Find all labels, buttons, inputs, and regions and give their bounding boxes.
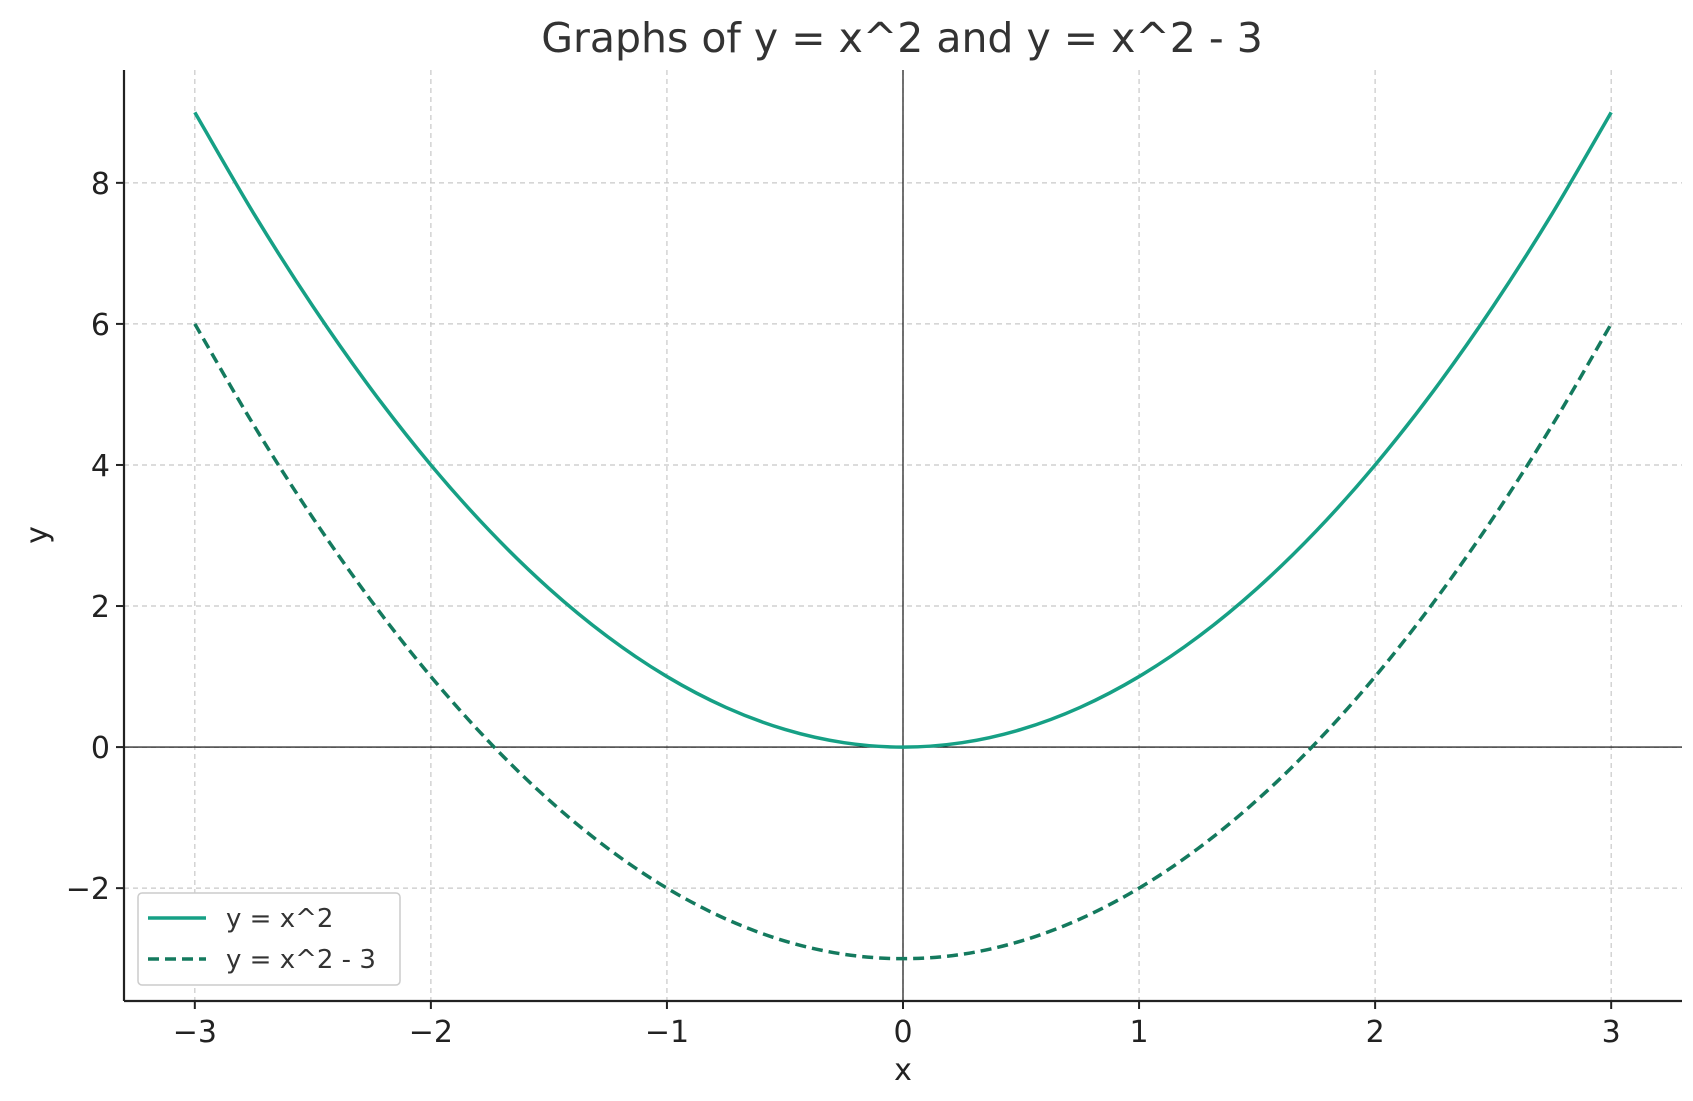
x-tick-label: −3 <box>173 1015 217 1050</box>
x-tick-label: −1 <box>645 1015 689 1050</box>
ticks: −3 −2 −1 0 1 2 3 −2 0 2 4 6 8 <box>66 167 1621 1050</box>
y-tick-label: 2 <box>91 590 110 625</box>
x-tick-label: 0 <box>893 1015 912 1050</box>
y-tick-label: 6 <box>91 308 110 343</box>
y-axis-label: y <box>20 526 55 544</box>
legend: y = x^2 y = x^2 - 3 <box>137 892 401 986</box>
legend-label-series-2: y = x^2 - 3 <box>226 945 376 975</box>
x-tick-label: 3 <box>1602 1015 1621 1050</box>
legend-label-series-1: y = x^2 <box>226 904 333 934</box>
series-layer <box>193 111 1613 961</box>
series-line-2 <box>193 323 1613 961</box>
x-tick-label: −2 <box>409 1015 453 1050</box>
x-tick-label: 1 <box>1130 1015 1149 1050</box>
zero-lines <box>124 70 1682 1001</box>
y-tick-label: 8 <box>91 167 110 202</box>
x-tick-label: 2 <box>1366 1015 1385 1050</box>
legend-box <box>137 892 401 986</box>
series-line-1 <box>193 111 1613 749</box>
y-tick-label: −2 <box>66 872 110 907</box>
y-tick-label: 0 <box>91 731 110 766</box>
x-axis-label: x <box>894 1053 912 1088</box>
chart-title: Graphs of y = x^2 and y = x^2 - 3 <box>541 14 1263 62</box>
y-tick-label: 4 <box>91 449 110 484</box>
